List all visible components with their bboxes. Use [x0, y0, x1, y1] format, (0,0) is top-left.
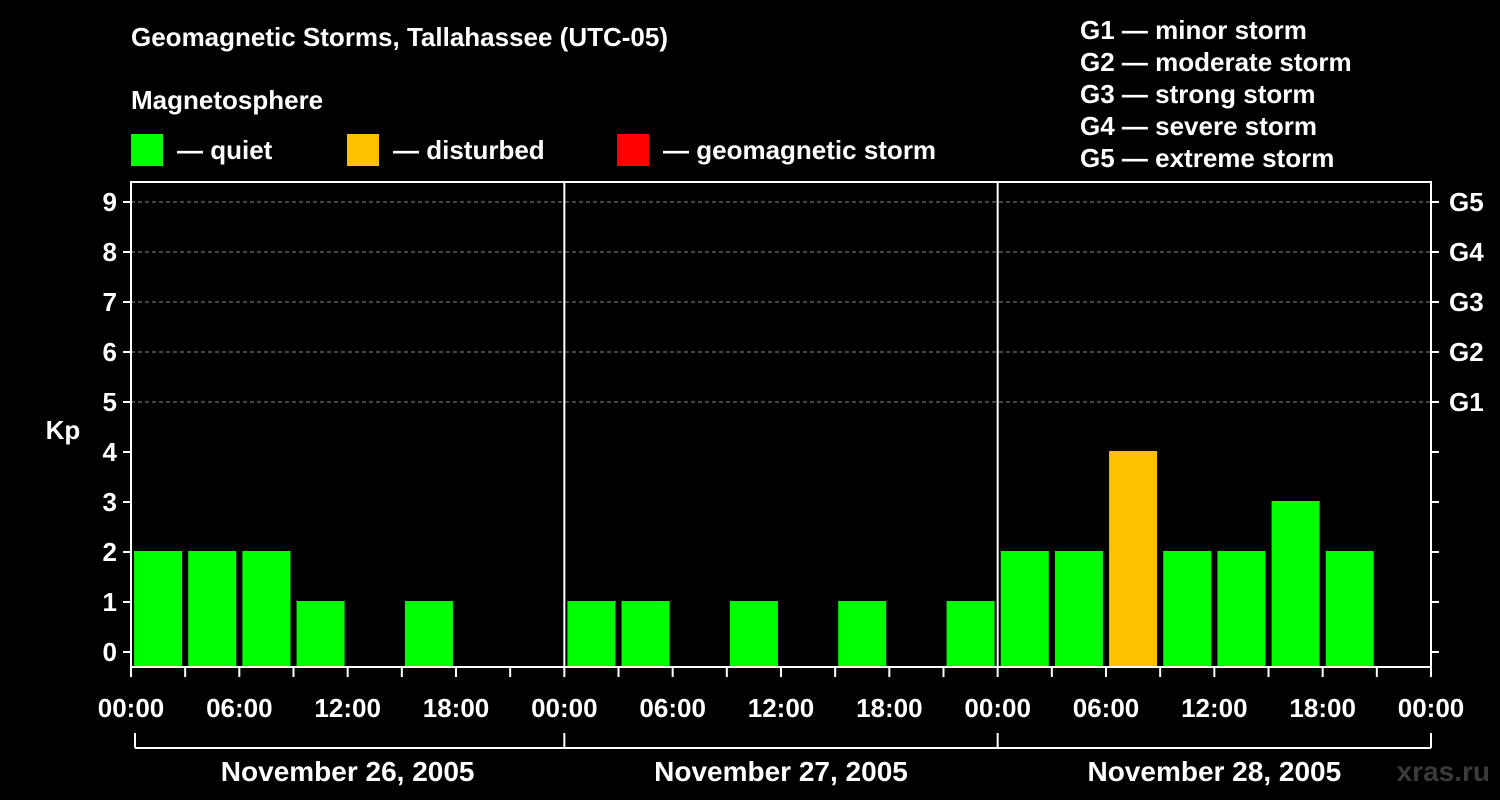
y-tick-label-4: 4 [103, 437, 118, 467]
kp-bar-day3-03-06 [1054, 551, 1103, 667]
kp-bar-day2-09-12 [729, 601, 778, 667]
x-tick-label-3: 18:00 [423, 693, 490, 723]
legend-item-quiet: — quiet [131, 133, 272, 167]
x-tick-label-7: 18:00 [856, 693, 923, 723]
y-tick-label-6: 6 [103, 337, 117, 367]
g-legend-g1: G1 — minor storm [1080, 15, 1307, 45]
g-level-label-G5: G5 [1449, 187, 1484, 217]
g-legend-g4: G4 — severe storm [1080, 111, 1318, 141]
y-tick-label-5: 5 [103, 387, 117, 417]
y-tick-label-2: 2 [103, 537, 117, 567]
kp-bar-day3-09-12 [1163, 551, 1212, 667]
day-label-1: November 26, 2005 [221, 756, 475, 787]
x-tick-label-4: 00:00 [531, 693, 598, 723]
kp-bar-day2-00-03 [567, 601, 616, 667]
x-tick-label-6: 12:00 [748, 693, 815, 723]
legend-swatch-quiet [131, 134, 163, 166]
legend-label-storm: — geomagnetic storm [663, 134, 937, 165]
kp-bar-day3-18-21 [1325, 551, 1374, 667]
y-tick-label-8: 8 [103, 237, 117, 267]
legend-swatch-disturbed [347, 134, 379, 166]
kp-bar-day1-00-03 [134, 551, 183, 667]
x-tick-label-1: 06:00 [206, 693, 273, 723]
kp-bar-day1-03-06 [188, 551, 237, 667]
kp-bar-day2-21-24 [946, 601, 995, 667]
x-tick-label-5: 06:00 [639, 693, 706, 723]
y-tick-label-3: 3 [103, 487, 117, 517]
kp-bar-day3-00-03 [1000, 551, 1049, 667]
kp-bar-day1-06-09 [242, 551, 291, 667]
g-scale-legend: G1 — minor storm G2 — moderate storm G3 … [1080, 14, 1352, 174]
x-tick-label-12: 00:00 [1398, 693, 1465, 723]
kp-bar-day3-06-09 [1109, 451, 1158, 667]
x-tick-label-2: 12:00 [314, 693, 381, 723]
magnetosphere-legend-title: Magnetosphere [131, 85, 324, 115]
y-tick-label-1: 1 [103, 587, 117, 617]
g-level-label-G4: G4 [1449, 237, 1484, 267]
watermark: xras.ru [1396, 756, 1490, 787]
kp-bar-day1-09-12 [296, 601, 345, 667]
day-label-2: November 27, 2005 [654, 756, 908, 787]
x-tick-label-0: 00:00 [98, 693, 165, 723]
x-tick-label-8: 00:00 [964, 693, 1031, 723]
legend-item-storm: — geomagnetic storm [617, 133, 936, 167]
legend-label-disturbed: — disturbed [393, 134, 545, 165]
x-tick-label-11: 18:00 [1289, 693, 1356, 723]
kp-bar-day1-15-18 [404, 601, 453, 667]
x-tick-label-9: 06:00 [1073, 693, 1140, 723]
kp-bar-day2-03-06 [621, 601, 670, 667]
g-level-label-G1: G1 [1449, 387, 1484, 417]
kp-bar-day2-15-18 [838, 601, 887, 667]
y-tick-label-7: 7 [103, 287, 117, 317]
legend-swatch-storm [617, 134, 649, 166]
chart-title: Geomagnetic Storms, Tallahassee (UTC-05) [131, 22, 669, 52]
y-tick-label-0: 0 [103, 637, 117, 667]
g-legend-g3: G3 — strong storm [1080, 79, 1316, 109]
x-tick-label-10: 12:00 [1181, 693, 1248, 723]
y-axis-label: Kp [46, 415, 81, 445]
g-legend-g5: G5 — extreme storm [1080, 143, 1335, 173]
legend-label-quiet: — quiet [177, 134, 273, 165]
day-label-3: November 28, 2005 [1087, 756, 1341, 787]
kp-bar-day3-12-15 [1217, 551, 1266, 667]
g-legend-g2: G2 — moderate storm [1080, 47, 1352, 77]
kp-bar-day3-15-18 [1271, 501, 1320, 667]
legend-item-disturbed: — disturbed [347, 133, 545, 167]
g-level-label-G3: G3 [1449, 287, 1484, 317]
y-tick-label-9: 9 [103, 187, 117, 217]
g-level-label-G2: G2 [1449, 337, 1484, 367]
